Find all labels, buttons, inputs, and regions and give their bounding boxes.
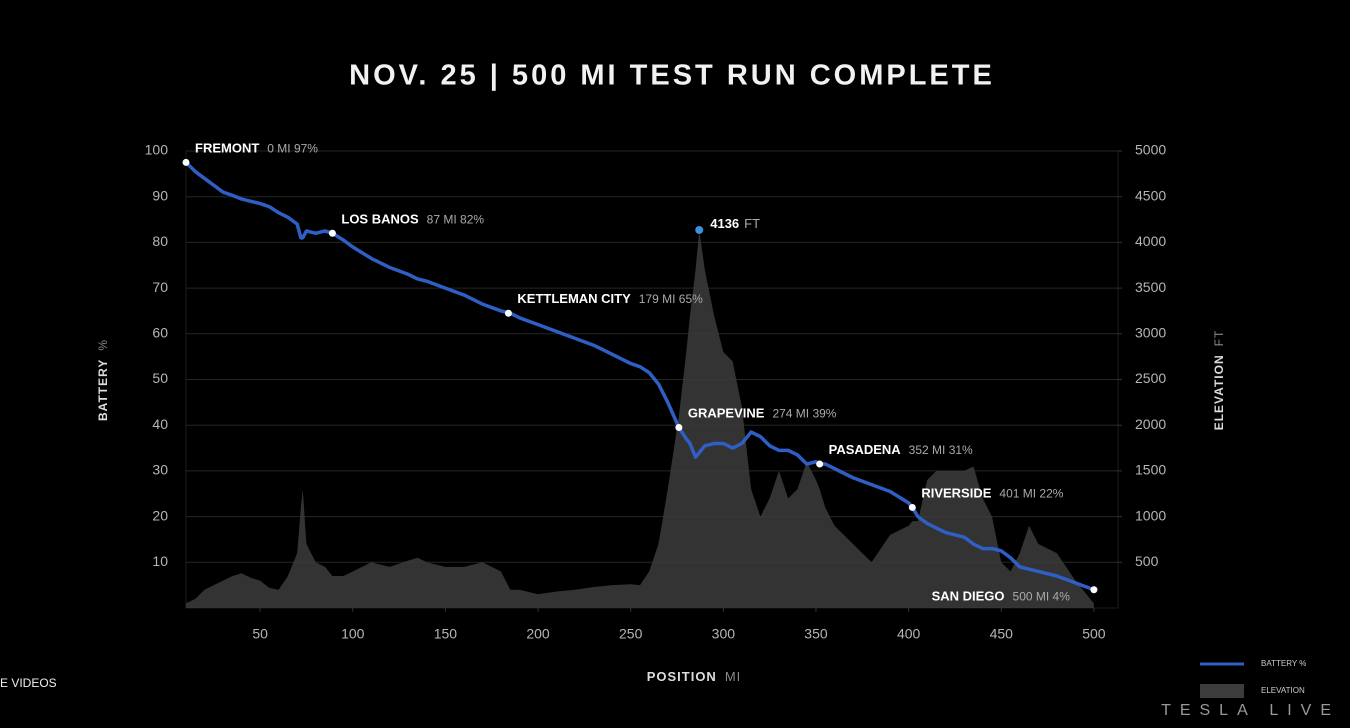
annotation-detail: 500 MI 4% xyxy=(1013,590,1071,604)
left-caption: E VIDEOS xyxy=(0,676,57,690)
y-tick-label: 50 xyxy=(152,370,168,386)
annotation-marker xyxy=(908,503,916,511)
annotation-marker xyxy=(328,229,336,237)
x-tick-label: 100 xyxy=(341,626,365,642)
y2-tick-label: 4000 xyxy=(1135,233,1166,249)
watermark: TESLA LIVE xyxy=(1161,702,1340,719)
x-tick-label: 350 xyxy=(804,626,828,642)
x-tick-label: 250 xyxy=(619,626,643,642)
annotation-marker xyxy=(504,309,512,317)
annotation-label: KETTLEMAN CITY 179 MI 65% xyxy=(517,292,703,307)
annotation-name: GRAPEVINE xyxy=(688,406,765,421)
y-tick-label: 100 xyxy=(145,142,169,158)
x-tick-label: 150 xyxy=(434,626,458,642)
chart-title: NOV. 25 | 500 MI TEST RUN COMPLETE xyxy=(349,60,995,92)
battery-line xyxy=(184,161,1095,592)
x-label: POSITION xyxy=(647,669,717,684)
y2-tick-label: 500 xyxy=(1135,553,1159,569)
legend-swatch xyxy=(1200,684,1244,698)
x-tick-label: 200 xyxy=(526,626,550,642)
y-tick-label: 30 xyxy=(152,462,168,478)
y-tick-label: 60 xyxy=(152,325,168,341)
y-label: BATTERY xyxy=(96,359,110,421)
y-tick-label: 90 xyxy=(152,187,168,203)
y2-tick-label: 3000 xyxy=(1135,325,1166,341)
y2-label: ELEVATION xyxy=(1212,354,1226,430)
y-tick-label: 10 xyxy=(152,553,168,569)
y-tick-label: 80 xyxy=(152,233,168,249)
y-tick-label: 20 xyxy=(152,507,168,523)
annotation-name: RIVERSIDE xyxy=(921,486,991,501)
legend-label: ELEVATION xyxy=(1261,686,1305,695)
y2-tick-label: 5000 xyxy=(1135,142,1166,158)
annotation-label: SAN DIEGO 500 MI 4% xyxy=(932,589,1071,604)
annotation-name: PASADENA xyxy=(829,442,902,457)
x-tick-label: 450 xyxy=(990,626,1014,642)
y2-tick-label: 2500 xyxy=(1135,370,1166,386)
annotation-detail: 179 MI 65% xyxy=(639,292,703,306)
annotation-marker xyxy=(1090,586,1098,594)
y2-tick-label: 2000 xyxy=(1135,416,1166,432)
annotation-label: GRAPEVINE 274 MI 39% xyxy=(688,406,837,421)
y2-tick-label: 3500 xyxy=(1135,279,1166,295)
annotation-name: FREMONT xyxy=(195,141,259,156)
y-tick-label: 40 xyxy=(152,416,168,432)
peak-value: 4136 xyxy=(710,216,739,231)
annotation-name: SAN DIEGO xyxy=(932,589,1005,604)
y2-tick-label: 1000 xyxy=(1135,507,1166,523)
annotation-detail: 274 MI 39% xyxy=(772,407,836,421)
annotation-label: LOS BANOS 87 MI 82% xyxy=(341,212,484,227)
annotation-name: LOS BANOS xyxy=(341,212,419,227)
elevation-area xyxy=(186,229,1094,608)
annotation-detail: 87 MI 82% xyxy=(427,212,485,226)
x-tick-label: 300 xyxy=(712,626,736,642)
y-tick-label: 70 xyxy=(152,279,168,295)
annotation-detail: 352 MI 31% xyxy=(909,443,973,457)
annotation-marker xyxy=(816,460,824,468)
annotation-marker xyxy=(675,423,683,431)
x-axis-label: POSITION MI xyxy=(647,669,742,684)
annotation-detail: 401 MI 22% xyxy=(999,487,1063,501)
x-tick-label: 400 xyxy=(897,626,921,642)
annotation-label: PASADENA 352 MI 31% xyxy=(829,442,973,457)
annotation-detail: 0 MI 97% xyxy=(267,142,318,156)
annotation-marker xyxy=(182,158,190,166)
peak-marker xyxy=(695,225,704,234)
annotation-label: FREMONT 0 MI 97% xyxy=(195,141,318,156)
peak-label: 4136 FT xyxy=(710,216,760,231)
y-axis-label: BATTERY% xyxy=(96,339,110,421)
x-tick-label: 500 xyxy=(1082,626,1106,642)
y-unit: % xyxy=(96,339,110,351)
x-unit: MI xyxy=(725,669,741,684)
y2-unit: FT xyxy=(1212,330,1226,347)
y2-tick-label: 4500 xyxy=(1135,187,1166,203)
annotation-label: RIVERSIDE 401 MI 22% xyxy=(921,486,1063,501)
y2-tick-label: 1500 xyxy=(1135,462,1166,478)
legend-label: BATTERY % xyxy=(1261,659,1306,668)
x-tick-label: 50 xyxy=(252,626,268,642)
peak-unit: FT xyxy=(744,216,760,231)
y2-axis-label: ELEVATION FT xyxy=(1212,330,1226,431)
annotation-name: KETTLEMAN CITY xyxy=(517,292,631,307)
